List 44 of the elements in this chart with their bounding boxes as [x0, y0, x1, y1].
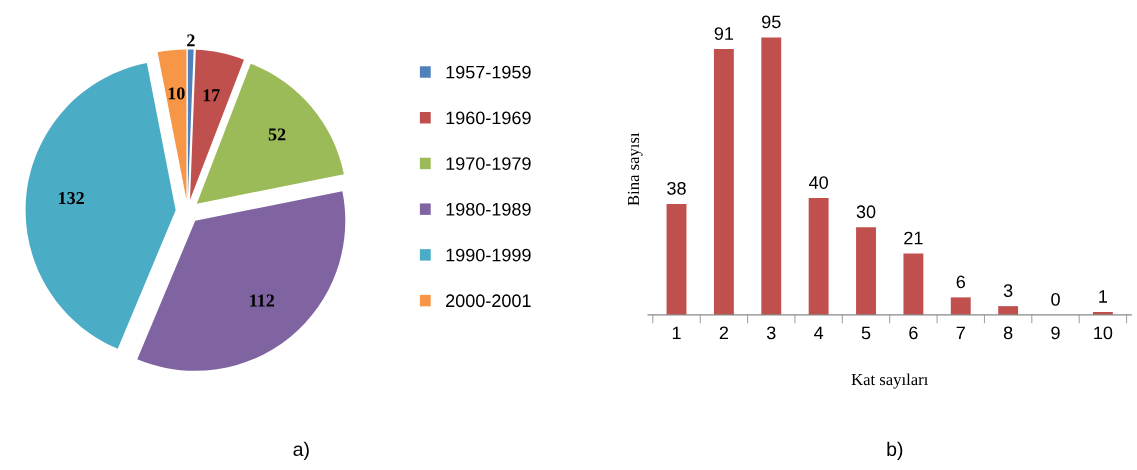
data-label: 112 [250, 294, 275, 307]
x-tick-label: 4 [814, 326, 824, 340]
bar [666, 203, 687, 315]
data-label: 6 [956, 275, 965, 289]
legend-label: 1960-1969 [446, 111, 531, 125]
legend-label: 1957-1959 [446, 65, 531, 79]
x-axis-title: Kat sayıları [851, 373, 929, 389]
data-label: 132 [59, 192, 84, 205]
bar [903, 253, 924, 315]
bar [950, 297, 971, 315]
x-tick-label: 1 [672, 326, 681, 340]
data-label: 38 [667, 181, 686, 195]
data-label: 3 [1003, 284, 1013, 298]
text: b) [887, 441, 903, 460]
bar [808, 198, 829, 315]
data-label: 1 [1099, 290, 1108, 303]
x-tick-label: 5 [861, 326, 871, 340]
data-label: 21 [904, 231, 923, 245]
x-tick-label: 10 [1094, 326, 1113, 340]
bar [713, 49, 734, 315]
data-label: 30 [856, 205, 876, 219]
data-label: 52 [268, 128, 286, 141]
x-tick-label: 8 [1003, 326, 1013, 340]
y-axis-title: Bina sayısı [627, 132, 643, 206]
bar [856, 227, 876, 315]
x-tick-label: 6 [909, 326, 918, 340]
x-tick-label: 2 [719, 326, 728, 340]
data-label: 91 [714, 27, 734, 40]
data-label: 95 [762, 15, 781, 29]
legend-label: 1980-1989 [446, 202, 531, 216]
data-label: 2 [187, 34, 195, 47]
x-tick-label: 7 [956, 326, 965, 340]
data-label: 17 [203, 89, 220, 102]
text: a) [293, 441, 309, 460]
data-label: 0 [1051, 292, 1060, 306]
legend-label: 2000-2001 [446, 294, 531, 308]
bar [998, 306, 1019, 315]
legend-label: 1970-1979 [446, 157, 531, 170]
legend-label: 1990-1999 [446, 248, 531, 262]
x-tick-label: 3 [766, 326, 776, 340]
data-label: 40 [809, 176, 828, 189]
bar [761, 37, 782, 315]
x-tick-label: 9 [1051, 326, 1060, 340]
data-label: 10 [168, 87, 185, 100]
